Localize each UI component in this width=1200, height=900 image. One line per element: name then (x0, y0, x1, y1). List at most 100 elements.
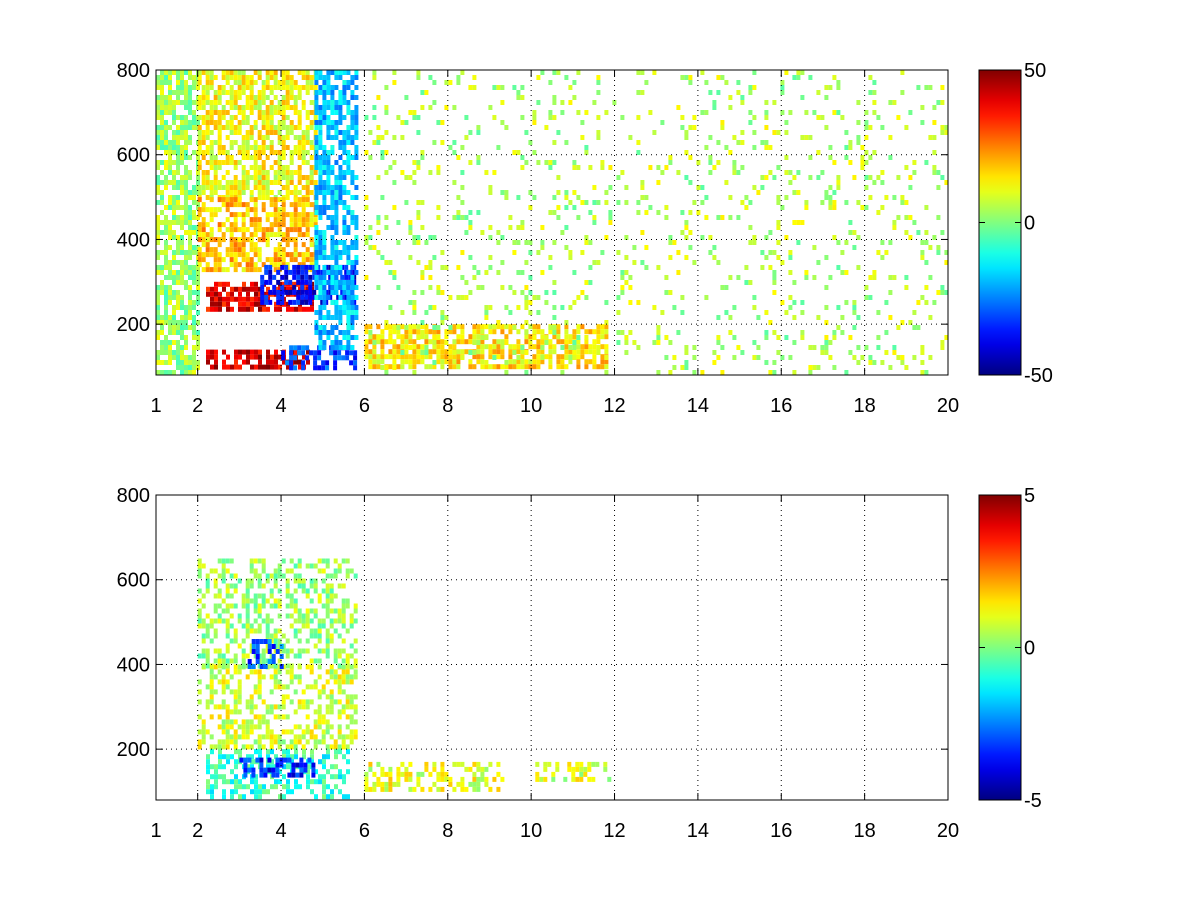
bottom-heatmap-cell (325, 744, 330, 750)
top-heatmap-cell (424, 334, 429, 340)
top-heatmap-cell (330, 200, 335, 205)
top-heatmap-cell (632, 245, 637, 250)
bottom-heatmap-cell (313, 563, 318, 569)
top-heatmap-cell (156, 185, 160, 190)
top-heatmap-cell (664, 355, 669, 360)
top-heatmap-cell (368, 334, 373, 340)
top-heatmap-cell (824, 350, 829, 355)
top-heatmap-cell (644, 265, 649, 270)
top-heatmap-cell (724, 180, 729, 185)
top-heatmap-cell (180, 115, 184, 120)
top-heatmap-cell (176, 345, 180, 350)
bottom-heatmap-cell (257, 623, 262, 629)
top-heatmap-cell (269, 120, 274, 125)
top-heatmap-cell (888, 290, 893, 295)
bottom-heatmap-cell (293, 734, 298, 740)
top-heatmap-cell (330, 85, 335, 90)
bottom-heatmap-cell (253, 739, 258, 745)
top-heatmap-cell (242, 349, 246, 355)
bottom-heatmap-cell (273, 628, 278, 634)
top-heatmap-cell (172, 310, 176, 315)
bottom-heatmap-cell (217, 663, 222, 669)
bottom-heatmap-cell (333, 699, 338, 705)
top-heatmap-cell (285, 165, 290, 170)
top-heatmap-cell (536, 160, 541, 165)
top-heatmap-cell (396, 240, 401, 245)
bottom-heatmap-cell (249, 744, 254, 750)
top-heatmap-cell (452, 364, 457, 370)
top-heatmap-cell (508, 285, 513, 290)
bottom-heatmap-cell (197, 739, 202, 745)
top-heatmap-cell (273, 130, 278, 135)
top-heatmap-cell (350, 75, 355, 80)
top-heatmap-cell (265, 130, 270, 135)
top-heatmap-cell (552, 325, 557, 330)
top-heatmap-cell (233, 90, 238, 95)
bottom-heatmap-cell (341, 558, 346, 564)
top-heatmap-cell (242, 286, 246, 292)
top-heatmap-cell (205, 160, 210, 165)
bottom-heatmap-cell (345, 658, 350, 664)
bottom-heatmap-cell (301, 618, 306, 624)
top-heatmap-cell (880, 170, 885, 175)
top-heatmap-cell (277, 150, 282, 155)
bottom-heatmap-cell (330, 774, 334, 780)
top-heatmap-cell (265, 110, 270, 115)
top-heatmap-cell (233, 75, 238, 80)
top-heatmap-cell (322, 170, 327, 175)
bottom-heatmap-cell (317, 598, 322, 604)
top-heatmap-cell (552, 344, 557, 350)
top-heatmap-cell (188, 270, 192, 275)
top-heatmap-cell (197, 75, 202, 80)
top-heatmap-cell (313, 130, 318, 135)
top-heatmap-cell (354, 135, 359, 140)
top-heatmap-cell (876, 345, 881, 350)
top-heatmap-cell (342, 280, 347, 285)
top-heatmap-cell (764, 360, 769, 365)
bottom-heatmap-cell (249, 563, 254, 569)
top-heatmap-cell (632, 260, 637, 265)
top-heatmap-cell (257, 105, 262, 110)
bottom-heatmap-cell (225, 593, 230, 599)
top-heatmap-cell (209, 227, 214, 233)
top-heatmap-cell (312, 294, 317, 300)
top-heatmap-cell (532, 195, 537, 200)
top-heatmap-cell (278, 286, 282, 292)
top-heatmap-cell (300, 274, 305, 280)
bottom-heatmap-cell (233, 653, 238, 659)
top-heatmap-cell (388, 260, 393, 265)
top-heatmap-cell (184, 145, 188, 150)
top-heatmap-cell (241, 155, 246, 160)
top-heatmap-cell (245, 120, 250, 125)
top-heatmap-cell (416, 200, 421, 205)
top-heatmap-cell (752, 85, 757, 90)
bottom-heatmap-cell (269, 674, 274, 680)
top-heatmap-cell (604, 110, 609, 115)
top-heatmap-cell (270, 354, 274, 360)
top-heatmap-cell (197, 165, 202, 170)
top-heatmap-cell (234, 286, 238, 292)
top-heatmap-cell (164, 135, 168, 140)
top-heatmap-cell (156, 105, 160, 110)
top-heatmap-cell (456, 339, 461, 345)
top-heatmap-cell (318, 250, 323, 255)
top-heatmap-cell (330, 255, 335, 260)
bottom-heatmap-cell (297, 653, 302, 659)
top-heatmap-cell (836, 185, 841, 190)
top-heatmap-cell (326, 115, 331, 120)
top-heatmap-cell (209, 85, 214, 90)
bottom-heatmap-cell (213, 664, 218, 670)
top-heatmap-cell (237, 212, 242, 218)
top-heatmap-cell (588, 240, 593, 245)
bottom-heatmap-cell (440, 776, 445, 782)
top-heatmap-cell (872, 275, 877, 280)
bottom-heatmap-cell (265, 729, 270, 735)
top-heatmap-cell (440, 315, 445, 320)
top-heatmap-cell (285, 85, 290, 90)
top-heatmap-cell (668, 340, 673, 345)
top-heatmap-cell (536, 344, 541, 350)
bottom-heatmap-cell (321, 648, 326, 654)
top-heatmap-cell (192, 330, 196, 335)
top-heatmap-cell (492, 170, 497, 175)
top-heatmap-cell (338, 185, 343, 190)
